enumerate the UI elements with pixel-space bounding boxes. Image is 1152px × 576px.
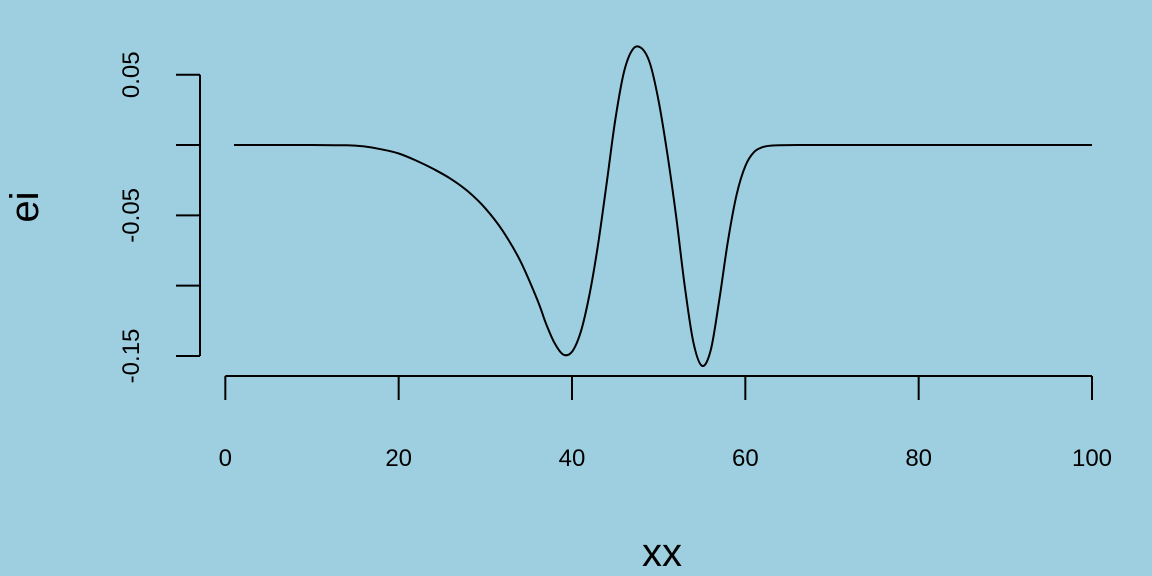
- x-tick-label: 0: [219, 445, 232, 472]
- x-axis: 0 20 40 60 80 100: [219, 375, 1112, 472]
- x-tick-label: 100: [1072, 445, 1112, 472]
- series-line: [234, 45, 1092, 367]
- y-axis: -0.15 -0.05 0.05: [118, 51, 201, 384]
- x-tick-label: 60: [732, 445, 759, 472]
- plot-area: [234, 45, 1092, 367]
- x-tick-label: 20: [385, 445, 412, 472]
- y-tick-label: -0.05: [118, 188, 145, 243]
- y-tick-label: -0.15: [118, 329, 145, 384]
- x-tick-label: 80: [905, 445, 932, 472]
- x-axis-title: xx: [642, 531, 682, 575]
- x-tick-label: 40: [559, 445, 586, 472]
- y-axis-title: ei: [3, 191, 47, 222]
- y-tick-label: 0.05: [118, 51, 145, 98]
